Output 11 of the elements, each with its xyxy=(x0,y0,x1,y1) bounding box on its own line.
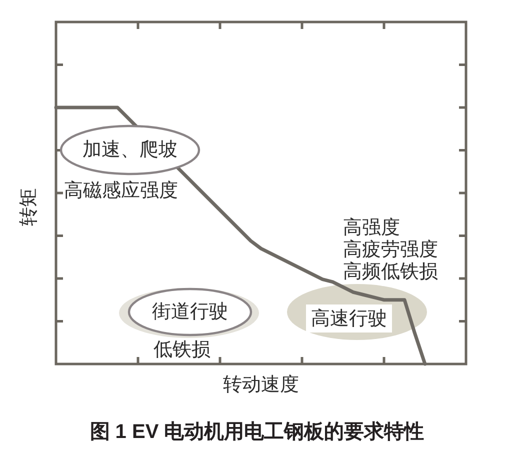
y-axis-title: 转矩 xyxy=(18,188,40,226)
annotation: 高速行驶 xyxy=(311,308,387,330)
annotation: 街道行驶 xyxy=(152,302,228,322)
annotation: 加速、爬坡 xyxy=(82,140,178,160)
title: 图 1 EV 电动机用电工钢板的要求特性 xyxy=(90,421,424,443)
x-axis-title: 转动速度 xyxy=(223,374,299,396)
annotation: 高频低铁损 xyxy=(343,262,438,282)
annotation: 高强度 xyxy=(343,218,400,238)
annotation: 低铁损 xyxy=(154,340,210,360)
annotation: 高磁感应强度 xyxy=(64,180,178,202)
annotation: 高疲劳强度 xyxy=(343,240,438,260)
